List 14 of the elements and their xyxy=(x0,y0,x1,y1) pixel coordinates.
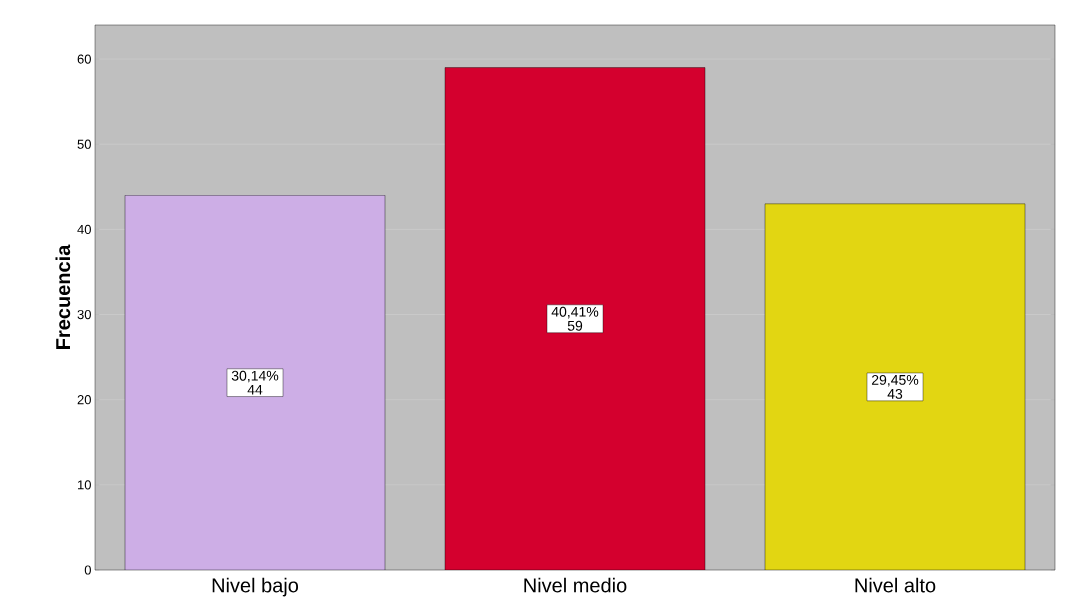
data-label: 40,41% 59 xyxy=(551,306,599,331)
x-tick-label: Nivel alto xyxy=(855,577,936,593)
data-label: 30,14% 44 xyxy=(231,370,279,395)
y-tick-label: 50 xyxy=(77,139,91,149)
y-axis-title: Frecuencia xyxy=(55,244,71,349)
x-tick-label: Nivel bajo xyxy=(212,577,299,597)
data-label: 29,45% 43 xyxy=(871,374,919,399)
y-tick-label: 0 xyxy=(84,565,91,575)
y-tick-label: 40 xyxy=(77,224,91,234)
y-tick-label: 20 xyxy=(77,395,91,405)
y-tick-label: 10 xyxy=(78,480,91,490)
y-tick-label: 30 xyxy=(77,309,91,320)
x-tick-label: Nivel medio xyxy=(524,577,627,593)
y-tick-label: 60 xyxy=(77,54,91,64)
